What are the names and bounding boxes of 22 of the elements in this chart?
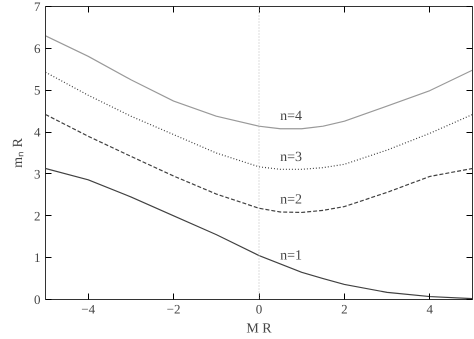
y-tick-label: 0 xyxy=(34,292,40,307)
y-tick-label: 4 xyxy=(34,124,41,140)
x-tick-label: 2 xyxy=(341,302,348,316)
series-label: n=4 xyxy=(280,109,302,124)
y-tick-label: 2 xyxy=(34,208,40,224)
y-tick-label: 6 xyxy=(34,40,41,56)
series-label: n=1 xyxy=(280,248,302,264)
series-label: n=2 xyxy=(280,192,302,208)
line-series xyxy=(46,35,472,130)
y-tick-label: 3 xyxy=(34,166,40,182)
x-tick-label: 4 xyxy=(426,302,434,316)
x-axis-title: M R xyxy=(246,322,272,336)
x-tick-label: 0 xyxy=(256,302,262,316)
x-tick-label: −4 xyxy=(81,302,96,316)
line-series xyxy=(46,168,472,300)
series-label: n=3 xyxy=(280,150,302,165)
y-tick-label: 1 xyxy=(34,250,40,266)
y-tick-label: 5 xyxy=(34,82,40,98)
line-series xyxy=(46,72,472,170)
x-tick-label: −2 xyxy=(166,302,181,316)
y-tick-label: 7 xyxy=(34,0,41,14)
y-axis-title: mₙ R xyxy=(11,137,26,168)
